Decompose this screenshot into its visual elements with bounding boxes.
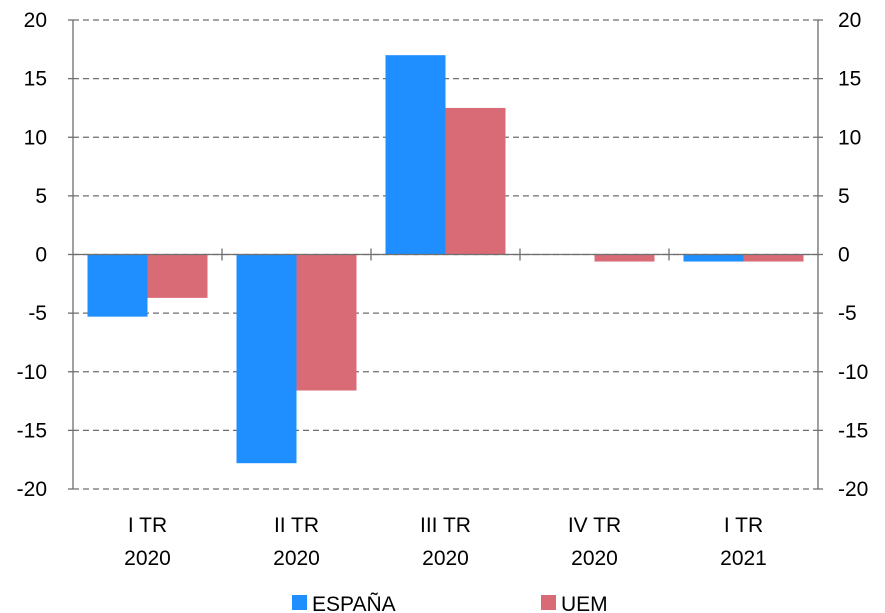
bar-uem-1 bbox=[147, 254, 208, 298]
y-tick-label-right: 10 bbox=[838, 126, 861, 149]
bar-espa-a-5 bbox=[683, 254, 744, 262]
legend-swatch bbox=[541, 595, 556, 610]
y-tick-label-left: 0 bbox=[35, 244, 47, 267]
y-tick-label-right: -5 bbox=[838, 302, 857, 325]
legend-label: UEM bbox=[561, 593, 608, 613]
y-tick-label-right: -20 bbox=[838, 478, 868, 501]
x-tick-label: 2020 bbox=[571, 547, 618, 570]
y-tick-label-left: -15 bbox=[17, 419, 47, 442]
legend: ESPAÑA UEM bbox=[292, 592, 608, 613]
y-axis-left-ticks: 20 15 10 5 0 -5 -10 -15 -20 bbox=[17, 9, 47, 501]
x-axis-labels: I TR 2020 II TR 2020 III TR 2020 IV TR 2020 I TR… bbox=[124, 514, 767, 570]
x-tick-label: 2020 bbox=[273, 547, 320, 570]
y-tick-label-left: 10 bbox=[24, 126, 47, 149]
x-tick-label: 2021 bbox=[720, 547, 767, 570]
bars bbox=[87, 55, 804, 464]
y-tick-label-right: 20 bbox=[838, 9, 861, 32]
y-tick-label-left: 5 bbox=[35, 185, 47, 208]
y-tick-label-right: 0 bbox=[838, 244, 850, 267]
x-tick-label: I TR bbox=[724, 514, 763, 537]
axes bbox=[68, 19, 823, 490]
bar-espa-a-3 bbox=[385, 55, 446, 255]
y-tick-label-left: -20 bbox=[17, 478, 47, 501]
x-tick-label: III TR bbox=[420, 514, 471, 537]
bar-uem-2 bbox=[296, 254, 357, 391]
x-tick-label: I TR bbox=[128, 514, 167, 537]
x-tick-label: IV TR bbox=[568, 514, 621, 537]
y-tick-label-right: -15 bbox=[838, 419, 868, 442]
y-tick-label-right: 5 bbox=[838, 185, 850, 208]
x-tick-label: II TR bbox=[274, 514, 319, 537]
bar-espa-a-1 bbox=[87, 254, 148, 317]
y-tick-label-left: 20 bbox=[24, 9, 47, 32]
x-tick-label: 2020 bbox=[422, 547, 469, 570]
bar-uem-3 bbox=[445, 107, 506, 255]
legend-label: ESPAÑA bbox=[312, 592, 396, 613]
y-tick-label-left: -10 bbox=[17, 361, 47, 384]
y-tick-label-right: 15 bbox=[838, 68, 861, 91]
y-tick-label-right: -10 bbox=[838, 361, 868, 384]
y-tick-label-left: -5 bbox=[28, 302, 47, 325]
y-tick-label-left: 15 bbox=[24, 68, 47, 91]
y-axis-right-ticks: 20 15 10 5 0 -5 -10 -15 -20 bbox=[838, 9, 868, 501]
x-tick-label: 2020 bbox=[124, 547, 171, 570]
legend-swatch bbox=[292, 595, 307, 610]
bar-uem-5 bbox=[743, 254, 804, 262]
bar-espa-a-2 bbox=[236, 254, 297, 464]
bar-uem-4 bbox=[594, 254, 655, 262]
